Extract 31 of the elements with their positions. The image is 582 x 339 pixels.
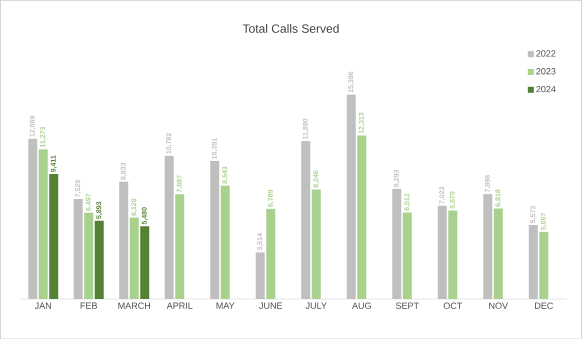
chart-title: Total Calls Served [242,24,339,33]
x-tick-label: JUNE [259,302,282,309]
bar [38,149,48,299]
bar [312,189,321,299]
x-tick-label: MAY [216,302,234,309]
bar [539,232,548,299]
x-tick-label: SEPT [396,302,419,309]
x-tick-label: JULY [306,302,327,309]
bar [266,208,276,299]
bar [402,212,412,299]
x-tick-label: APRIL [166,302,192,309]
legend-label: 2024 [536,86,556,92]
bar [140,226,150,299]
x-tick-label: AUG [352,302,371,309]
bar [220,185,230,299]
x-tick-label: MARCH [118,302,150,309]
bar [494,208,503,299]
bar [130,217,139,299]
bar [49,174,58,299]
x-tick-label: OCT [444,302,462,309]
legend-label: 2022 [536,50,556,56]
bar [84,212,94,299]
x-tick-label: DEC [535,302,553,309]
x-tick-label: NOV [489,302,508,309]
bar [448,210,458,299]
bar [175,194,184,299]
x-tick-label: JAN [34,302,51,309]
legend-label: 2023 [536,68,556,74]
bar [94,220,104,299]
x-tick-label: FEB [80,302,98,309]
bar [357,135,366,299]
